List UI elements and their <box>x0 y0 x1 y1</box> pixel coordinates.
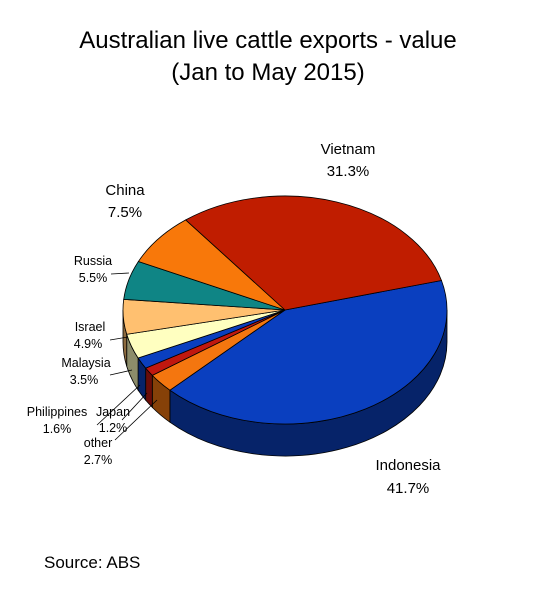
label-pct-russia: 5.5% <box>79 271 108 285</box>
label-leader-lines <box>96 272 158 441</box>
label-pct-japan: 1.2% <box>99 421 128 435</box>
leader-other <box>114 399 158 441</box>
label-name-philippines: Philippines <box>27 405 87 419</box>
label-name-japan: Japan <box>96 405 130 419</box>
leader-philippines <box>96 384 141 426</box>
label-pct-other: 2.7% <box>84 453 113 467</box>
label-name-russia: Russia <box>74 254 112 268</box>
pie-slices <box>122 195 448 425</box>
slice-indonesia <box>169 280 448 425</box>
label-pct-israel: 4.9% <box>74 337 103 351</box>
label-pct-china: 7.5% <box>108 204 142 221</box>
label-pct-malaysia: 3.5% <box>70 373 99 387</box>
leader-israel <box>109 336 129 341</box>
label-name-china: China <box>105 182 145 199</box>
label-name-other: other <box>84 436 113 450</box>
source-note: Source: ABS <box>44 553 140 572</box>
slice-vietnam <box>185 195 443 311</box>
label-name-malaysia: Malaysia <box>61 356 110 370</box>
label-pct-vietnam: 31.3% <box>327 163 370 180</box>
leader-japan <box>121 392 148 421</box>
chart-title-line2: (Jan to May 2015) <box>171 59 364 86</box>
label-pct-indonesia: 41.7% <box>387 480 430 497</box>
leader-malaysia <box>109 369 133 376</box>
label-name-vietnam: Vietnam <box>321 141 376 158</box>
chart-title-line1: Australian live cattle exports - value <box>79 27 457 54</box>
label-name-indonesia: Indonesia <box>375 457 441 474</box>
leader-russia <box>110 272 130 275</box>
label-pct-philippines: 1.6% <box>43 422 72 436</box>
label-name-israel: Israel <box>75 320 106 334</box>
